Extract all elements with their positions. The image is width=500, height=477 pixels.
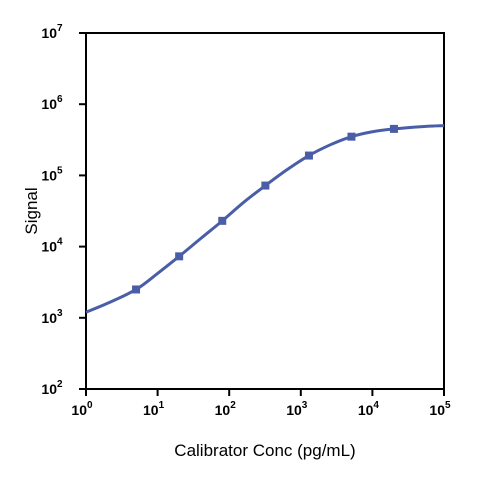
y-tick-label: 102 [41,379,63,397]
x-tick-label: 104 [358,400,380,418]
data-point [132,285,141,294]
x-tick-label: 105 [429,400,451,418]
x-tick-label: 103 [286,400,308,418]
data-point [218,216,227,225]
data-point [389,124,398,133]
plot-frame [85,32,445,390]
x-axis-title: Calibrator Conc (pg/mL) [174,441,355,460]
data-point [347,132,356,141]
data-point [304,151,313,160]
y-tick-label: 103 [41,308,63,326]
y-tick-label: 106 [41,94,63,112]
x-tick-label: 102 [215,400,237,418]
y-tick-label: 104 [41,237,63,255]
y-tick-label: 107 [41,23,63,41]
x-tick-label: 101 [143,400,165,418]
series-fit-line [85,124,445,314]
x-axis-ticks: 100 101 102 103 104 105 [71,389,451,418]
y-axis-ticks: 102 103 104 105 106 107 [41,23,86,397]
y-tick-label: 105 [41,165,63,183]
series-markers [132,124,398,294]
x-tick-label: 100 [71,400,93,418]
data-point [261,181,270,190]
y-axis-title: Signal [22,187,41,234]
data-point [175,252,184,261]
